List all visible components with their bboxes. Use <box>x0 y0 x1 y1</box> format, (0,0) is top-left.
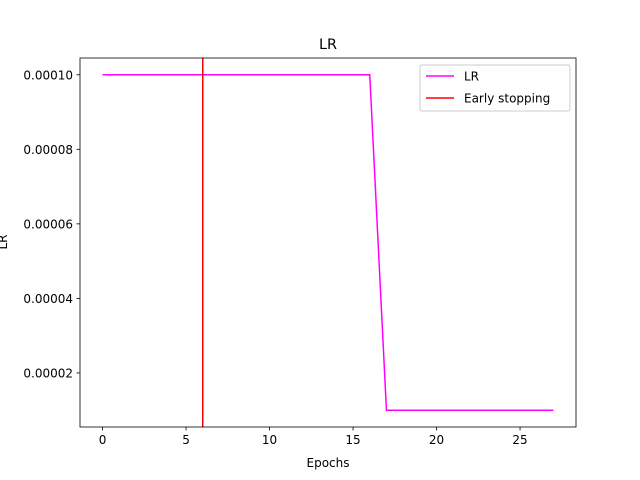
legend-box <box>419 64 571 112</box>
chart-title: LR <box>319 37 337 53</box>
y-tick-label: 0.00006 <box>23 217 73 231</box>
legend-label: Early stopping <box>464 92 550 106</box>
y-axis-label: LR <box>0 234 10 249</box>
y-axis-ticks: 0.00002 0.00004 0.00006 0.00008 0.00010 <box>23 68 80 380</box>
x-tick-label: 5 <box>182 433 190 447</box>
x-tick-label: 10 <box>262 433 277 447</box>
x-tick-label: 15 <box>345 433 360 447</box>
y-tick-label: 0.00008 <box>23 143 73 157</box>
y-tick-label: 0.00004 <box>23 292 73 306</box>
x-axis-ticks: 0 5 10 15 20 25 <box>99 427 528 447</box>
plot-frame <box>79 57 577 428</box>
x-tick-label: 0 <box>99 433 107 447</box>
x-tick-label: 20 <box>429 433 444 447</box>
legend: LR Early stopping <box>419 64 571 112</box>
plot-area <box>79 57 577 428</box>
legend-label: LR <box>464 70 479 84</box>
x-tick-label: 25 <box>512 433 527 447</box>
y-tick-label: 0.00010 <box>23 68 73 82</box>
y-tick-label: 0.00002 <box>23 366 73 380</box>
x-axis-label: Epochs <box>307 456 350 470</box>
series-line-0 <box>102 74 554 411</box>
